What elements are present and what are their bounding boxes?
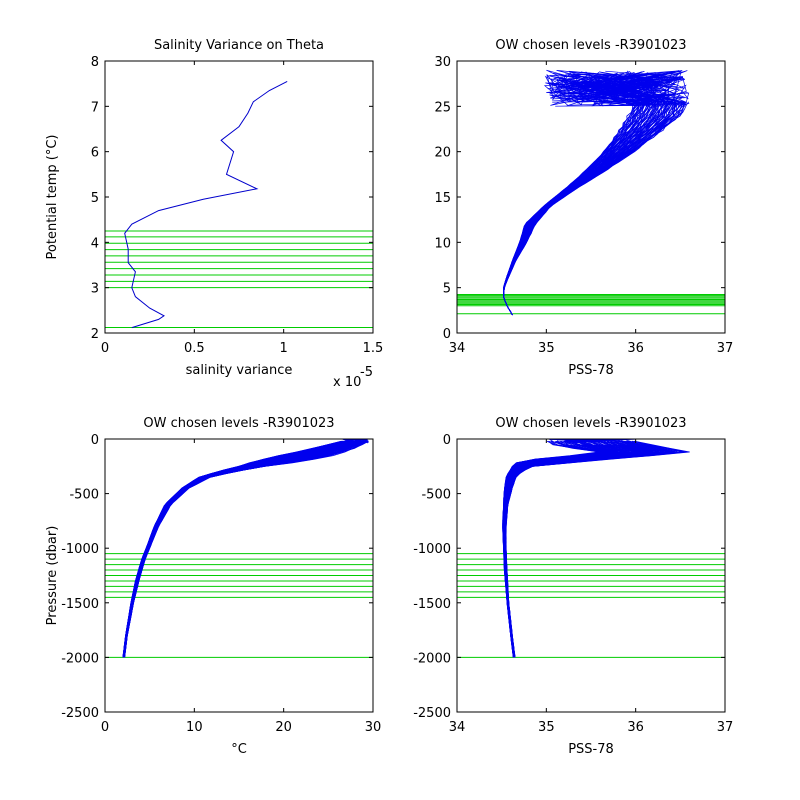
- y-tick-label: 10: [434, 236, 451, 251]
- y-tick-label: -2500: [61, 706, 99, 721]
- y-tick-label: 8: [91, 55, 99, 70]
- surface-spike: [549, 439, 554, 442]
- x-tick-label: 20: [275, 720, 292, 735]
- x-axis: 34 35 36 37: [449, 61, 734, 356]
- surface-line: [545, 72, 656, 106]
- y-tick-label: 0: [443, 433, 451, 448]
- chart-title: OW chosen levels -R3901023: [495, 416, 686, 431]
- panel-pres_sal: 34 35 36 37 0 -500 -1000 -1500 -2000 -2500 OW chos…: [413, 416, 733, 757]
- y-tick-label: -1000: [61, 542, 99, 557]
- x-tick-label: 34: [449, 720, 466, 735]
- x-axis-label: PSS-78: [568, 363, 614, 378]
- y-tick-label: -1500: [413, 597, 451, 612]
- x-exponent-power: -5: [360, 365, 373, 380]
- surface-line: [544, 75, 655, 107]
- x-tick-label: 0: [101, 341, 109, 356]
- y-axis: 0 -500 -1000 -1500 -2000 -2500: [413, 433, 725, 721]
- plot-area: [457, 69, 725, 316]
- y-tick-label: 5: [91, 191, 99, 206]
- x-axis-label: salinity variance: [186, 363, 293, 378]
- y-axis: 0 5 10 15 20 25 30: [434, 55, 725, 342]
- profile-bundle: [502, 69, 690, 316]
- x-tick-label: 35: [538, 720, 555, 735]
- y-tick-label: 4: [91, 236, 99, 251]
- y-tick-label: 25: [434, 100, 451, 115]
- x-tick-label: 35: [538, 341, 555, 356]
- profile-bundle: [122, 439, 369, 658]
- profile-line: [505, 440, 690, 658]
- surface-line: [551, 76, 676, 105]
- surface-spike: [565, 439, 613, 445]
- surface-spike: [569, 439, 582, 444]
- axes-frame: [456, 438, 726, 713]
- y-tick-label: -2000: [61, 651, 99, 666]
- x-exponent-label: x 10: [333, 375, 361, 390]
- y-axis: 2 3 4 5 6 7 8: [91, 55, 373, 342]
- x-axis: 34 35 36 37: [449, 439, 734, 735]
- surface-spike: [556, 439, 560, 443]
- y-tick-label: -1500: [61, 597, 99, 612]
- plot-area: [457, 439, 725, 658]
- x-tick-label: 30: [365, 720, 382, 735]
- profile-bundle: [502, 439, 690, 658]
- x-tick-label: 1.5: [363, 341, 384, 356]
- surface-spike: [564, 439, 597, 442]
- y-tick-label: 6: [91, 146, 99, 161]
- chart-title: OW chosen levels -R3901023: [495, 38, 686, 53]
- y-axis-label: Potential temp (°C): [45, 135, 60, 260]
- y-axis: 0 -500 -1000 -1500 -2000 -2500: [61, 433, 373, 721]
- surface-spike: [348, 439, 357, 443]
- y-tick-label: -500: [421, 488, 451, 503]
- x-axis-label: °C: [231, 742, 247, 757]
- surface-line: [549, 70, 685, 104]
- x-tick-label: 34: [449, 341, 466, 356]
- x-axis-label: PSS-78: [568, 742, 614, 757]
- x-tick-label: 36: [627, 341, 644, 356]
- series-line: [124, 80, 288, 329]
- y-tick-label: -500: [69, 488, 99, 503]
- chart-title: Salinity Variance on Theta: [154, 38, 324, 53]
- y-tick-label: 20: [434, 146, 451, 161]
- plot-area: [105, 439, 373, 658]
- y-tick-label: 0: [91, 433, 99, 448]
- profile-line: [124, 440, 369, 658]
- y-tick-label: -2000: [413, 651, 451, 666]
- y-axis-label: Pressure (dbar): [45, 526, 60, 626]
- surface-line: [595, 85, 677, 107]
- panel-salvar: 0 0.5 1 1.5 2 3 4 5 6 7 8 Salinity Variance on Thet…: [45, 38, 383, 390]
- x-tick-label: 36: [627, 720, 644, 735]
- y-tick-label: 7: [91, 100, 99, 115]
- y-tick-label: 3: [91, 282, 99, 297]
- x-tick-label: 0: [101, 720, 109, 735]
- surface-line: [620, 75, 669, 106]
- plot-area: [105, 80, 373, 329]
- x-axis: 0 0.5 1 1.5: [101, 61, 383, 356]
- y-tick-label: 30: [434, 55, 451, 70]
- axes-frame: [104, 438, 374, 713]
- panel-theta_sal: 34 35 36 37 0 5 10 15 20 25 30 OW chosen levels -R3…: [434, 38, 733, 378]
- y-tick-label: 5: [443, 282, 451, 297]
- y-tick-label: -2500: [413, 706, 451, 721]
- profile-line: [503, 101, 690, 316]
- x-tick-label: 37: [717, 720, 734, 735]
- x-tick-label: 10: [186, 720, 203, 735]
- chart-title: OW chosen levels -R3901023: [143, 416, 334, 431]
- x-axis: 0 10 20 30: [101, 439, 381, 735]
- surface-line: [607, 72, 672, 105]
- x-tick-label: 37: [717, 341, 734, 356]
- y-tick-label: 0: [443, 327, 451, 342]
- x-tick-label: 1: [280, 341, 288, 356]
- y-tick-label: 15: [434, 191, 451, 206]
- y-tick-label: -1000: [413, 542, 451, 557]
- panel-pres_temp: 0 10 20 30 0 -500 -1000 -1500 -2000 -2500 OW chose…: [45, 416, 381, 757]
- y-tick-label: 2: [91, 327, 99, 342]
- surface-line: [620, 76, 687, 107]
- x-tick-label: 0.5: [184, 341, 205, 356]
- surface-spike: [350, 439, 368, 443]
- surface-line: [608, 70, 688, 103]
